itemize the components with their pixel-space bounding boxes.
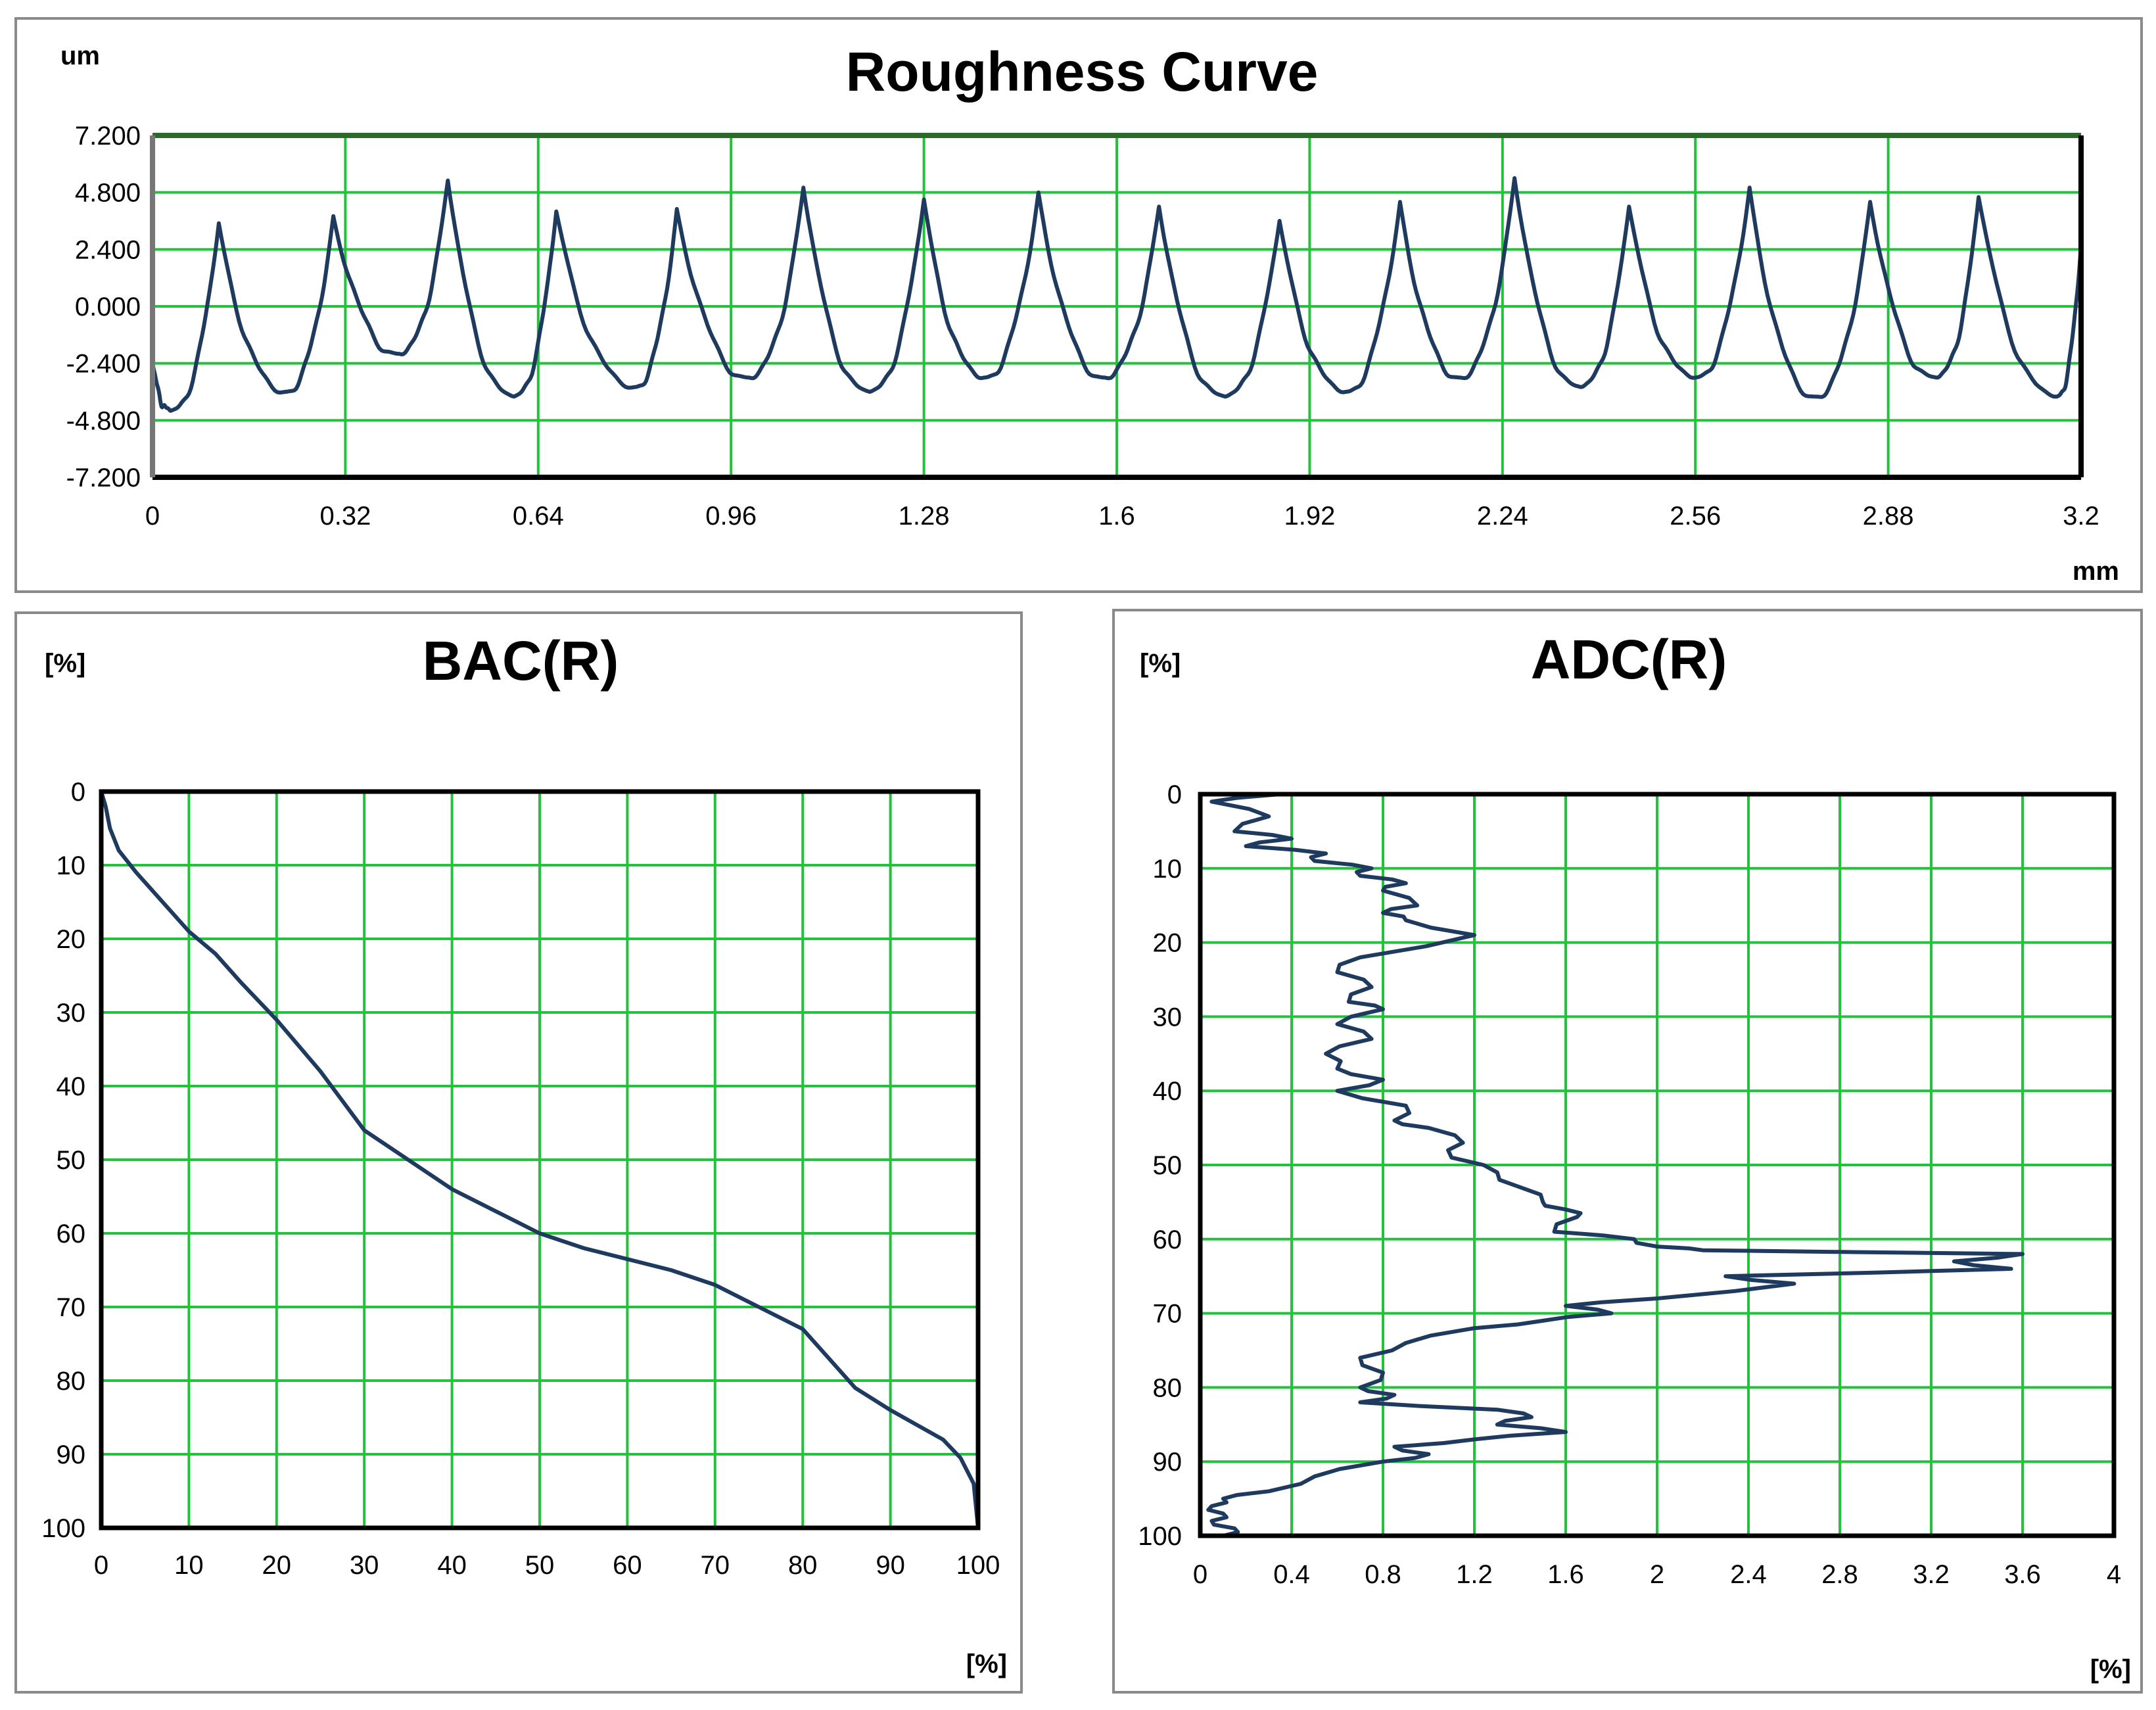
bac-y-tick-label: 100 [41, 1514, 85, 1543]
roughness-y-tick-label: 0.000 [75, 293, 141, 321]
adc-y-tick-label: 100 [1138, 1522, 1182, 1551]
bac-x-tick-label: 20 [262, 1551, 292, 1580]
adc-y-tick-label: 40 [1153, 1077, 1183, 1106]
roughness-x-tick-label: 3.2 [2063, 502, 2099, 531]
bac-x-tick-label: 60 [613, 1551, 642, 1580]
roughness-series-line [151, 176, 2083, 413]
bac-x-unit: [%] [966, 1650, 1007, 1678]
roughness-chart: Roughness Curve um mm 0 0.32 0.64 0.96 1.28 1… [60, 41, 2119, 586]
roughness-x-tick-label: 1.28 [899, 502, 950, 531]
adc-y-tick-label: 70 [1153, 1300, 1183, 1329]
bac-x-tick-label: 10 [174, 1551, 204, 1580]
bac-chart: BAC(R) [%] [%] 0 10 20 30 40 50 60 70 80 90 100 0 10… [41, 630, 1007, 1678]
adc-y-unit: [%] [1140, 649, 1181, 678]
adc-y-tick-label: 60 [1153, 1225, 1183, 1254]
adc-x-tick-label: 3.6 [2004, 1560, 2041, 1589]
adc-y-tick-label: 90 [1153, 1448, 1183, 1477]
roughness-title: Roughness Curve [846, 41, 1319, 103]
roughness-x-tick-label: 1.6 [1098, 502, 1135, 531]
adc-y-tick-label: 80 [1153, 1373, 1183, 1402]
roughness-x-unit: mm [2073, 557, 2119, 586]
roughness-y-tick-label: -4.800 [66, 406, 141, 435]
bac-panel: BAC(R) [%] [%] 0 10 20 30 40 50 60 70 80 90 100 0 10… [14, 611, 1023, 1694]
roughness-x-tick-label: 1.92 [1284, 502, 1335, 531]
bac-y-tick-label: 10 [57, 851, 86, 880]
adc-x-tick-label: 2.4 [1730, 1560, 1767, 1589]
roughness-y-tick-label: 4.800 [75, 179, 141, 208]
roughness-y-tick-label: -7.200 [66, 463, 141, 492]
bac-y-tick-label: 50 [57, 1146, 86, 1175]
adc-y-tick-label: 30 [1153, 1003, 1183, 1032]
bac-y-tick-label: 30 [57, 999, 86, 1028]
adc-x-unit: [%] [2090, 1655, 2131, 1684]
adc-plot-frame [1198, 792, 2117, 1538]
roughness-x-tick-label: 2.88 [1863, 502, 1914, 531]
bac-series-line [99, 791, 980, 1529]
roughness-y-tick-label: -2.400 [66, 350, 141, 379]
bac-x-tick-label: 30 [350, 1551, 379, 1580]
roughness-y-tick-label: 2.400 [75, 235, 141, 264]
adc-x-tick-label: 2.8 [1821, 1560, 1858, 1589]
adc-y-tick-label: 20 [1153, 929, 1183, 958]
adc-y-tick-label: 50 [1153, 1151, 1183, 1180]
bac-y-tick-label: 0 [71, 778, 85, 807]
bac-x-tick-label: 100 [956, 1551, 1000, 1580]
bac-x-tick-label: 50 [525, 1551, 555, 1580]
adc-x-tick-label: 2 [1650, 1560, 1664, 1589]
roughness-x-tick-label: 2.56 [1670, 502, 1721, 531]
bac-y-unit: [%] [45, 649, 85, 678]
bac-x-tick-label: 70 [701, 1551, 730, 1580]
bac-x-tick-label: 0 [94, 1551, 108, 1580]
bac-y-tick-label: 80 [57, 1367, 86, 1396]
adc-panel: ADC(R) [%] [%] 0 0.4 0.8 1.2 1.6 2 2.4 2.8 3.2 3.… [1112, 609, 2143, 1694]
adc-y-tick-label: 0 [1167, 780, 1182, 809]
bac-y-tick-label: 90 [57, 1440, 86, 1469]
adc-x-tick-label: 0.8 [1365, 1560, 1401, 1589]
roughness-x-tick-label: 0 [145, 502, 160, 531]
bac-x-tick-label: 90 [876, 1551, 905, 1580]
adc-x-tick-label: 4 [2107, 1560, 2121, 1589]
bac-x-tick-label: 80 [788, 1551, 818, 1580]
adc-title: ADC(R) [1531, 629, 1727, 690]
roughness-x-tick-label: 2.24 [1477, 502, 1528, 531]
adc-series-line [1206, 792, 2025, 1538]
roughness-panel: Roughness Curve um mm 0 0.32 0.64 0.96 1.28 1… [14, 17, 2143, 593]
adc-x-tick-label: 0 [1193, 1560, 1207, 1589]
bac-plot-frame [99, 789, 981, 1531]
bac-title: BAC(R) [423, 630, 619, 692]
adc-x-tick-label: 0.4 [1273, 1560, 1310, 1589]
bac-y-tick-label: 60 [57, 1220, 86, 1248]
adc-x-tick-label: 1.2 [1456, 1560, 1493, 1589]
roughness-x-tick-label: 0.64 [513, 502, 564, 531]
roughness-y-unit: um [60, 41, 100, 70]
bac-y-tick-label: 20 [57, 925, 86, 954]
roughness-x-tick-label: 0.32 [319, 502, 371, 531]
bac-x-tick-label: 40 [437, 1551, 467, 1580]
bac-y-tick-label: 70 [57, 1293, 86, 1322]
roughness-x-tick-label: 0.96 [705, 502, 757, 531]
adc-x-tick-label: 1.6 [1547, 1560, 1584, 1589]
adc-chart: ADC(R) [%] [%] 0 0.4 0.8 1.2 1.6 2 2.4 2.8 3.2 3.… [1138, 629, 2131, 1684]
bac-y-tick-label: 40 [57, 1072, 86, 1101]
roughness-y-tick-label: 7.200 [75, 122, 141, 151]
adc-x-tick-label: 3.2 [1913, 1560, 1950, 1589]
adc-y-tick-label: 10 [1153, 855, 1183, 884]
